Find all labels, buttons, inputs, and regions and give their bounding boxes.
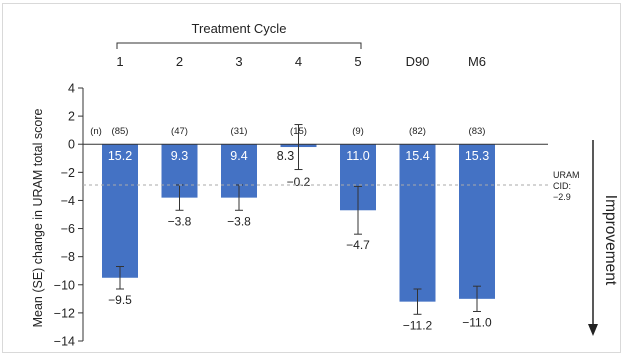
value-label: −3.8 <box>168 214 192 228</box>
n-label: (9) <box>352 126 364 137</box>
category-label: M6 <box>468 54 486 69</box>
error-bar <box>116 266 124 290</box>
bar <box>399 144 436 302</box>
y-tick-label: −6 <box>61 222 75 236</box>
y-tick-label: 4 <box>68 82 75 96</box>
n-label: (85) <box>112 126 129 137</box>
cid-label-line: CID: <box>553 181 571 191</box>
value-label: −11.0 <box>462 315 492 329</box>
baseline-score-label: 9.3 <box>171 149 188 163</box>
category-label: 4 <box>295 54 302 69</box>
n-label: (31) <box>231 126 248 137</box>
error-bar <box>473 285 481 312</box>
category-label: 1 <box>116 54 123 69</box>
category-label: 5 <box>354 54 361 69</box>
n-label: (47) <box>171 126 188 137</box>
value-label: −4.7 <box>346 238 370 252</box>
bar <box>459 144 495 299</box>
error-bar <box>413 288 422 315</box>
cid-label: URAM CID: −2.9 <box>553 170 580 202</box>
baseline-score-label: 11.0 <box>346 149 369 163</box>
category-label: 3 <box>235 54 242 69</box>
cid-label-line: −2.9 <box>553 192 571 202</box>
n-label: (15) <box>290 126 307 137</box>
error-bar <box>294 124 303 171</box>
y-tick-label: −4 <box>61 194 75 208</box>
error-bar <box>354 185 362 235</box>
y-tick-label: −8 <box>61 250 75 264</box>
category-label: 2 <box>176 54 183 69</box>
bar <box>102 144 138 278</box>
improvement-label: Improvement <box>602 195 619 286</box>
baseline-score-label: 15.4 <box>405 149 429 163</box>
treatment-cycle-label: Treatment Cycle <box>192 21 287 36</box>
improvement-arrow-head <box>588 324 598 336</box>
n-label: (83) <box>469 126 486 137</box>
value-label: −3.8 <box>227 214 251 228</box>
treatment-cycle-bracket <box>116 42 362 49</box>
category-label: D90 <box>406 54 430 69</box>
y-axis-label: Mean (SE) change in URAM total score <box>31 109 45 328</box>
y-tick-label: 0 <box>68 138 75 152</box>
value-label: −9.5 <box>108 293 132 307</box>
y-tick-label: 2 <box>68 110 75 124</box>
y-tick-label: −10 <box>54 278 75 292</box>
baseline-score-label: 9.4 <box>230 149 247 163</box>
y-tick-label: −12 <box>54 306 75 320</box>
y-tick-label: −14 <box>54 335 75 349</box>
value-label: −11.2 <box>403 318 433 332</box>
baseline-score-label: 15.2 <box>108 149 132 163</box>
value-label: −0.2 <box>287 175 311 189</box>
n-label: (82) <box>409 126 426 137</box>
n-header-label: (n) <box>90 126 102 137</box>
cid-label-line: URAM <box>553 170 580 180</box>
baseline-score-label: 8.3 <box>277 149 294 163</box>
y-tick-label: −2 <box>61 166 75 180</box>
baseline-score-label: 15.3 <box>465 149 489 163</box>
chart-frame <box>2 3 621 353</box>
